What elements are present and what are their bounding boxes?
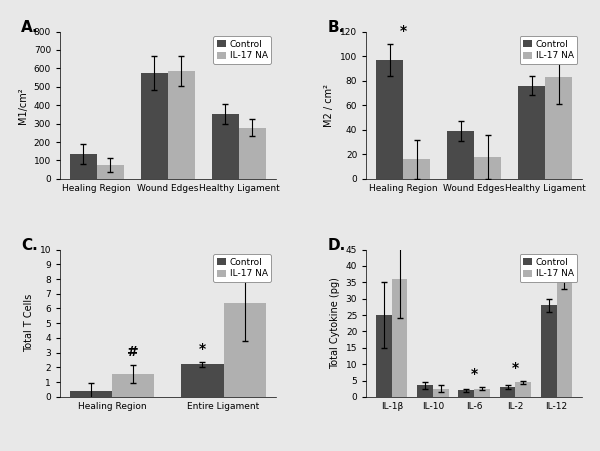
Text: D.: D.: [328, 238, 346, 253]
Bar: [97, 165, 124, 179]
Text: A.: A.: [21, 20, 39, 35]
Text: *: *: [400, 24, 407, 38]
Legend: Control, IL-17 NA: Control, IL-17 NA: [520, 254, 577, 282]
Bar: [518, 86, 545, 179]
Text: C.: C.: [21, 238, 38, 253]
Bar: [224, 304, 266, 397]
Bar: [545, 77, 572, 179]
Bar: [515, 382, 531, 397]
Bar: [433, 389, 449, 397]
Bar: [376, 60, 403, 179]
Text: *: *: [199, 342, 206, 356]
Bar: [541, 305, 557, 397]
Bar: [458, 390, 474, 397]
Legend: Control, IL-17 NA: Control, IL-17 NA: [520, 36, 577, 64]
Bar: [417, 386, 433, 397]
Bar: [447, 131, 474, 179]
Bar: [474, 389, 490, 397]
Legend: Control, IL-17 NA: Control, IL-17 NA: [214, 254, 271, 282]
Y-axis label: Total Cytokine (pg): Total Cytokine (pg): [330, 277, 340, 369]
Bar: [168, 71, 195, 179]
Text: #: #: [127, 345, 139, 359]
Bar: [141, 73, 168, 179]
Bar: [70, 391, 112, 397]
Y-axis label: Total T Cells: Total T Cells: [24, 294, 34, 352]
Bar: [557, 282, 572, 397]
Bar: [376, 315, 392, 397]
Bar: [239, 128, 266, 179]
Bar: [70, 154, 97, 179]
Text: *: *: [470, 367, 478, 381]
Y-axis label: M1/cm²: M1/cm²: [18, 87, 28, 124]
Bar: [474, 157, 501, 179]
Text: *: *: [512, 361, 519, 375]
Text: *: *: [561, 256, 568, 270]
Y-axis label: M2 / cm²: M2 / cm²: [325, 84, 334, 127]
Text: B.: B.: [328, 20, 345, 35]
Bar: [500, 387, 515, 397]
Bar: [392, 279, 407, 397]
Bar: [112, 374, 154, 397]
Bar: [212, 114, 239, 179]
Legend: Control, IL-17 NA: Control, IL-17 NA: [214, 36, 271, 64]
Bar: [403, 159, 430, 179]
Bar: [181, 364, 224, 397]
